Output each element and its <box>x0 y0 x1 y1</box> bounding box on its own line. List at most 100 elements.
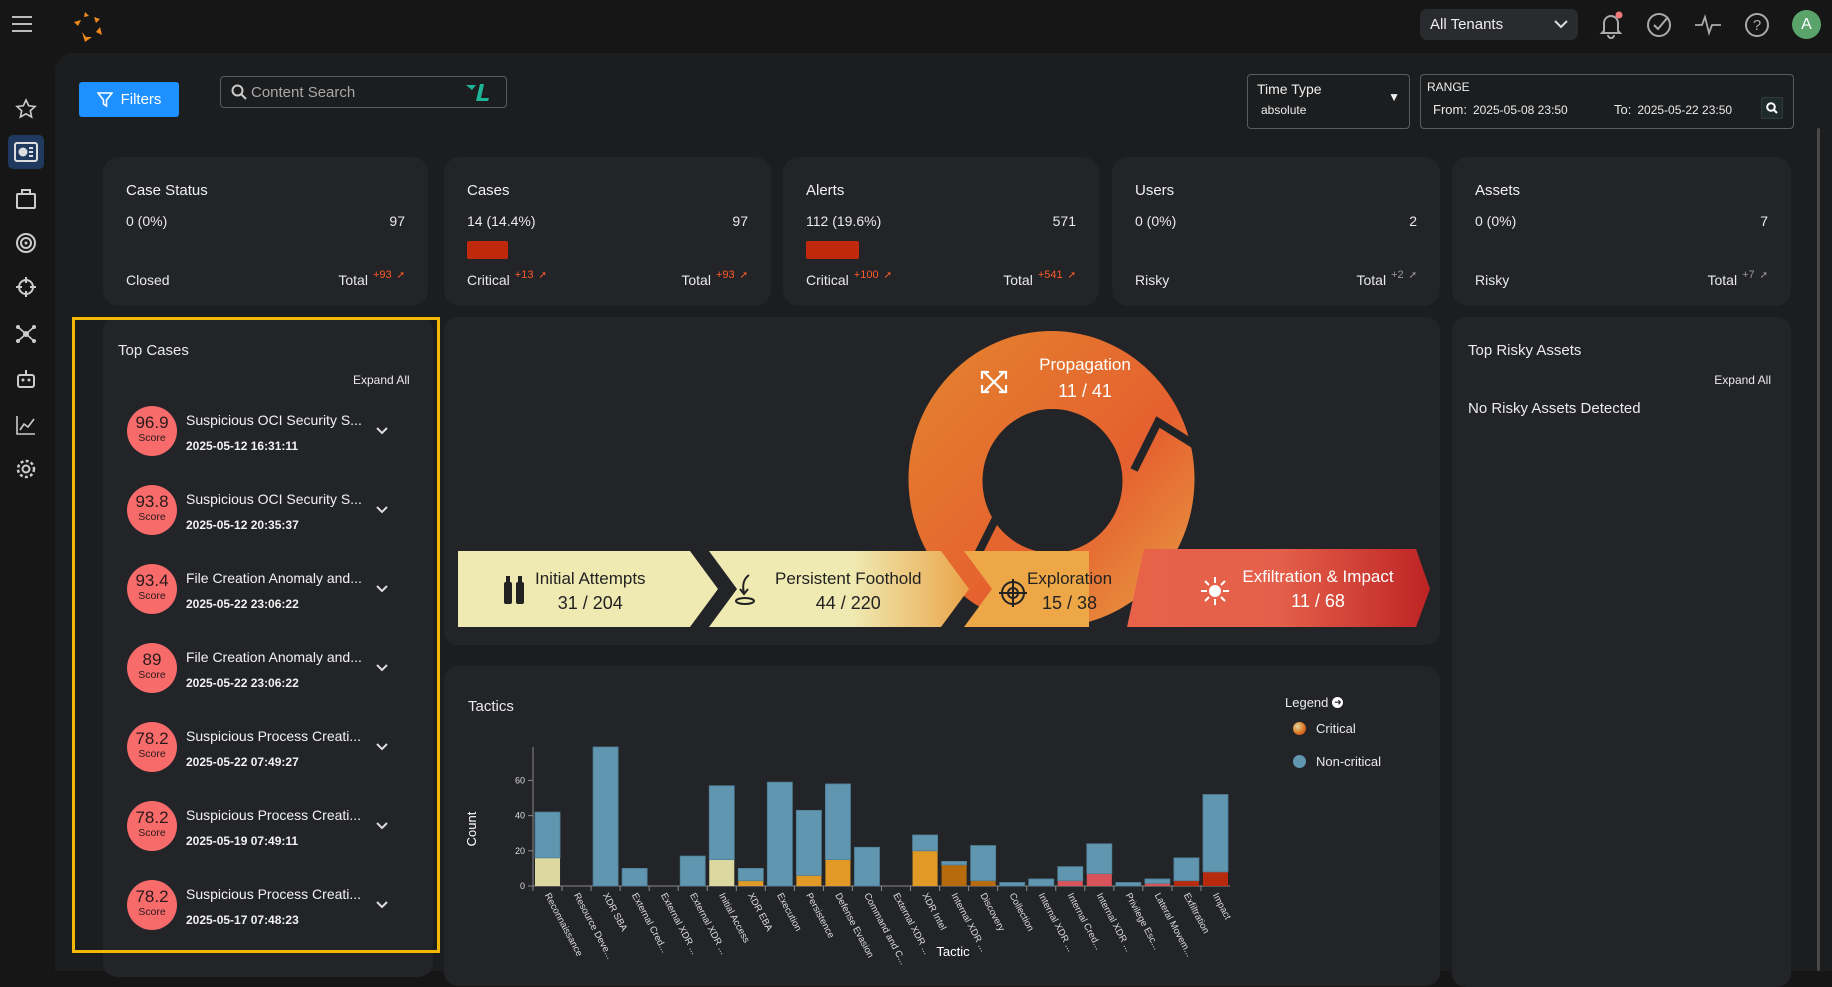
critical-delta: +13 <box>514 269 534 281</box>
bar-non-critical <box>1144 878 1171 884</box>
legend-item-non-critical[interactable]: Non-critical <box>1293 754 1381 769</box>
case-date: 2025-05-22 23:06:22 <box>186 676 299 690</box>
card-value: 0 (0%) <box>1135 213 1177 229</box>
card-total: 97 <box>389 213 405 229</box>
bar-non-critical <box>766 781 793 887</box>
trend-up-icon: ➚ <box>1408 270 1417 281</box>
help-icon[interactable]: ? <box>1743 11 1771 44</box>
bar-non-critical <box>941 860 968 866</box>
page-scrollbar[interactable] <box>1817 128 1820 971</box>
range-to[interactable]: To: 2025-05-22 23:50 <box>1614 102 1732 117</box>
x-tick-label: Persistence <box>803 891 836 940</box>
card-total: 7 <box>1760 213 1768 229</box>
to-value: 2025-05-22 23:50 <box>1637 103 1733 117</box>
sidebar-item-cases[interactable] <box>8 182 44 216</box>
search-input[interactable] <box>251 83 461 101</box>
case-list-item[interactable]: 78.2 Score Suspicious Process Creati... 2… <box>0 791 388 861</box>
query-language-icon[interactable] <box>465 82 491 102</box>
bar-non-critical <box>1173 857 1200 882</box>
sidebar-item-reports[interactable] <box>8 408 44 442</box>
card-title: Cases <box>467 182 510 199</box>
filter-icon <box>96 91 113 107</box>
bar-non-critical <box>1057 866 1084 882</box>
bar-critical <box>1202 871 1228 886</box>
expand-chevron-icon[interactable] <box>376 659 388 675</box>
bar-non-critical <box>912 834 938 852</box>
expand-chevron-icon[interactable] <box>376 422 388 438</box>
bar-non-critical <box>708 785 735 861</box>
sidebar-item-settings[interactable] <box>8 452 44 486</box>
score-value: 93.8 <box>135 492 169 511</box>
time-type-select[interactable]: Time Type absolute ▼ <box>1247 74 1410 129</box>
case-date: 2025-05-22 23:06:22 <box>186 597 299 611</box>
hamburger-menu-icon[interactable] <box>11 15 33 38</box>
filters-button[interactable]: Filters <box>79 82 179 117</box>
y-tick-label: 20 <box>515 846 525 856</box>
critical-delta: +100 <box>853 269 879 281</box>
alerts-card[interactable]: Alerts 112 (19.6%) 571 Critical +100 ➚ Tot… <box>783 157 1099 306</box>
stage-exfiltration-impact[interactable]: Exfiltration & Impact 11 / 68 <box>1228 567 1408 612</box>
sidebar-item-graph[interactable] <box>8 317 44 351</box>
tenant-select[interactable]: All Tenants <box>1420 9 1578 40</box>
score-label: Score <box>138 906 166 918</box>
legend-toggle[interactable]: Legend ➜ <box>1285 695 1344 710</box>
user-avatar[interactable]: A <box>1792 10 1821 39</box>
briefcase-icon <box>16 189 36 209</box>
case-list-item[interactable]: 96.9 Score Suspicious OCI Security S... 2… <box>0 396 388 466</box>
score-value: 78.2 <box>135 887 169 906</box>
bar-non-critical <box>534 811 561 859</box>
y-tick-label: 0 <box>520 881 525 891</box>
expand-chevron-icon[interactable] <box>376 501 388 517</box>
expand-chevron-icon[interactable] <box>376 817 388 833</box>
cases-card[interactable]: Cases 14 (14.4%) 97 Critical +13 ➚ Total +9… <box>444 157 771 306</box>
score-value: 93.4 <box>135 571 169 590</box>
target-icon <box>999 579 1027 607</box>
trend-up-icon: ➚ <box>1759 270 1768 281</box>
case-list-item[interactable]: 89 Score File Creation Anomaly and... 202… <box>0 633 388 703</box>
logo-icon[interactable] <box>70 9 106 50</box>
sidebar-item-radar[interactable] <box>8 226 44 260</box>
tasks-check-icon[interactable] <box>1645 11 1673 44</box>
stage-initial-attempts[interactable]: Initial Attempts 31 / 204 <box>535 569 646 614</box>
sidebar-item-automation[interactable] <box>8 362 44 396</box>
total-label: Total <box>1707 272 1738 288</box>
bar-non-critical <box>679 855 706 887</box>
y-tick-label: 40 <box>515 811 525 821</box>
notifications-bell-icon[interactable] <box>1597 11 1625 44</box>
risky-assets-expand-all[interactable]: Expand All <box>1714 373 1771 387</box>
range-from[interactable]: From: 2025-05-08 23:50 <box>1433 102 1568 117</box>
stage-propagation[interactable]: Propagation 11 / 41 <box>1010 355 1160 402</box>
top-cases-expand-all[interactable]: Expand All <box>353 373 410 387</box>
stage-value: 11 / 41 <box>1058 381 1112 401</box>
stage-exfiltration-shape <box>1127 549 1430 627</box>
activity-pulse-icon[interactable] <box>1694 11 1722 44</box>
range-search-button[interactable] <box>1761 97 1783 119</box>
attack-stages-panel: Initial Attempts 31 / 204 Persistent Foot… <box>444 317 1440 645</box>
case-status-card[interactable]: Case Status 0 (0%) 97 Closed Total +93 ➚ <box>103 157 428 306</box>
total-delta: +541 <box>1037 269 1063 281</box>
sidebar-item-favorites[interactable] <box>8 92 44 126</box>
content-search[interactable] <box>220 76 507 108</box>
binoculars-icon <box>504 576 524 604</box>
card-value: 0 (0%) <box>126 213 168 229</box>
assets-card[interactable]: Assets 0 (0%) 7 Risky Total +7 ➚ <box>1452 157 1791 306</box>
expand-chevron-icon[interactable] <box>376 738 388 754</box>
x-tick-label: Execution <box>774 891 803 933</box>
sidebar-item-dashboard[interactable] <box>8 135 44 169</box>
case-list-item[interactable]: 78.2 Score Suspicious Process Creati... 2… <box>0 712 388 782</box>
case-list-item[interactable]: 78.2 Score Suspicious Process Creati... 2… <box>0 870 388 940</box>
case-list-item[interactable]: 93.8 Score Suspicious OCI Security S... 2… <box>0 475 388 545</box>
case-list-item[interactable]: 93.4 Score File Creation Anomaly and... 2… <box>0 554 388 624</box>
stage-persistent-foothold[interactable]: Persistent Foothold 44 / 220 <box>775 569 921 614</box>
expand-chevron-icon[interactable] <box>376 580 388 596</box>
sidebar-item-target[interactable] <box>8 270 44 304</box>
y-tick-label: 60 <box>515 775 525 785</box>
stage-exploration[interactable]: Exploration 15 / 38 <box>1027 569 1112 614</box>
bar-non-critical <box>1115 882 1142 887</box>
stage-value: 15 / 38 <box>1042 593 1098 613</box>
legend-item-critical[interactable]: Critical <box>1293 721 1356 736</box>
users-card[interactable]: Users 0 (0%) 2 Risky Total +2 ➚ <box>1112 157 1440 306</box>
bar-critical <box>1144 883 1170 886</box>
expand-chevron-icon[interactable] <box>376 896 388 912</box>
